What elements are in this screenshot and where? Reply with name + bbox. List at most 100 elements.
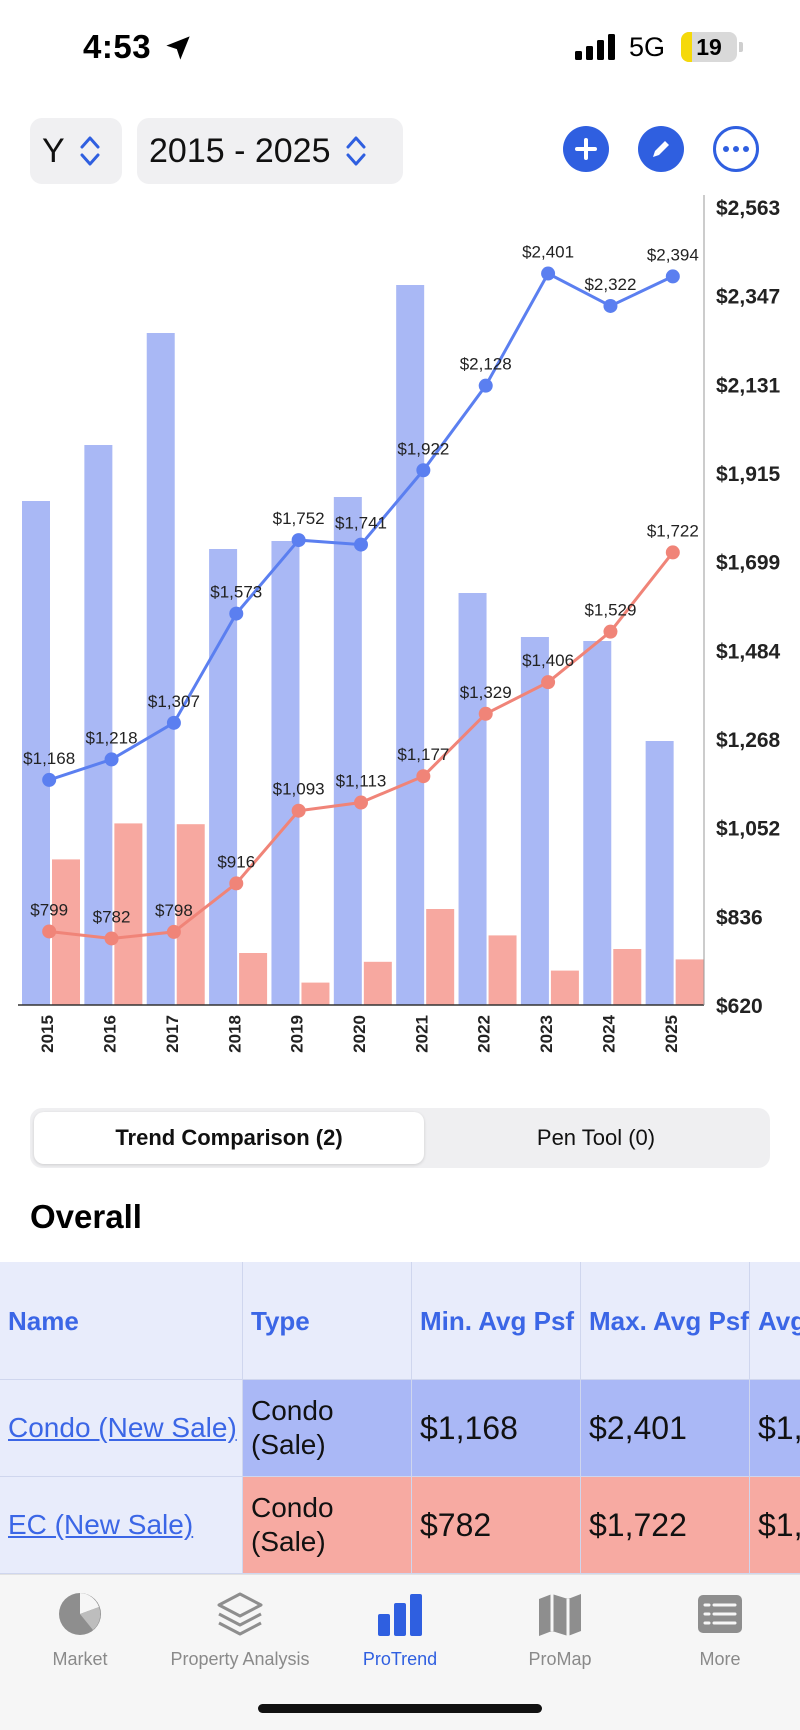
data-point (478, 378, 493, 393)
y-tick-label: $2,131 (716, 374, 781, 397)
volume-bar-condo (333, 497, 362, 1005)
list-icon (698, 1595, 742, 1633)
tab-market[interactable]: Market (0, 1589, 160, 1670)
period-value: Y (42, 131, 65, 170)
volume-bar-condo (146, 333, 175, 1005)
volume-bar-ec (488, 935, 517, 1005)
data-point (42, 924, 57, 939)
network-type: 5G (629, 32, 666, 62)
volume-bar-condo (583, 641, 612, 1005)
data-point (603, 624, 618, 639)
x-tick-label: 2022 (475, 1015, 494, 1053)
y-tick-label: $2,563 (716, 197, 780, 220)
data-label: $916 (217, 852, 255, 871)
trend-chart[interactable]: $620 $836 $1,052 $1,268 $1,484 $1,699 $1,915 $2… (0, 195, 800, 1075)
row-type: Condo (Sale) (243, 1380, 412, 1477)
tab-trend-comparison[interactable]: Trend Comparison (2) (34, 1112, 424, 1164)
row-type: Condo (Sale) (243, 1477, 412, 1574)
volume-bar-ec (363, 961, 392, 1005)
data-point (291, 533, 306, 548)
period-selector[interactable]: Y (30, 118, 122, 184)
data-label: $1,752 (273, 509, 325, 528)
data-point (416, 769, 431, 784)
y-tick-label: $1,484 (716, 640, 781, 663)
volume-bar-condo (645, 741, 674, 1005)
range-value: 2015 - 2025 (149, 131, 331, 170)
volume-bar-condo (271, 541, 300, 1005)
volume-bar-condo (520, 637, 549, 1005)
row-name-link[interactable]: EC (New Sale) (0, 1477, 243, 1574)
header-max-avg-psf[interactable]: Max. Avg Psf (581, 1262, 750, 1380)
edit-button[interactable] (638, 126, 684, 172)
data-point (229, 876, 244, 891)
x-tick-label: 2016 (101, 1015, 120, 1053)
data-label: $1,177 (397, 745, 449, 764)
map-icon (539, 1594, 581, 1636)
view-segmented-control: Trend Comparison (2) Pen Tool (0) (30, 1108, 770, 1168)
data-point (541, 675, 556, 690)
chevron-up-down-icon (346, 136, 365, 166)
ellipsis-icon (723, 146, 749, 152)
volume-bar-ec (176, 824, 205, 1005)
data-label: $1,307 (148, 692, 200, 711)
row-name-link[interactable]: Condo (New Sale) (0, 1380, 243, 1477)
data-point (229, 606, 244, 621)
data-label: $798 (155, 901, 193, 920)
data-point (354, 537, 368, 552)
table-row: Condo (New Sale) Condo (Sale) $1,168 $2,… (0, 1380, 800, 1477)
data-point (104, 931, 119, 946)
header-min-avg-psf[interactable]: Min. Avg Psf (412, 1262, 581, 1380)
row-avg: $1,0 (750, 1477, 800, 1574)
layers-icon (217, 1592, 263, 1636)
volume-bar-ec (675, 959, 704, 1005)
tab-protrend[interactable]: ProTrend (320, 1589, 480, 1670)
header-name[interactable]: Name (0, 1262, 243, 1380)
tab-pen-tool[interactable]: Pen Tool (0) (536, 1125, 656, 1150)
volume-bar-ec (426, 909, 455, 1005)
tab-more-label: More (699, 1649, 741, 1669)
add-button[interactable] (563, 126, 609, 172)
table-header-row: Name Type Min. Avg Psf Max. Avg Psf Avg (0, 1262, 800, 1380)
data-point (166, 924, 181, 939)
header-type[interactable]: Type (243, 1262, 412, 1380)
battery-level (681, 32, 692, 62)
data-label: $1,922 (397, 439, 449, 458)
data-point (104, 752, 119, 767)
x-tick-label: 2025 (662, 1015, 681, 1053)
data-point (354, 795, 368, 810)
data-label: $2,128 (460, 355, 512, 374)
volume-bar-ec (550, 970, 579, 1005)
data-label: $1,168 (23, 749, 75, 768)
volume-bar-ec (301, 982, 330, 1005)
tab-promap[interactable]: ProMap (480, 1589, 640, 1670)
tab-market-label: Market (52, 1649, 108, 1669)
location-arrow-icon (166, 36, 190, 60)
tab-more[interactable]: More (640, 1589, 800, 1670)
plus-icon (575, 138, 597, 160)
more-button[interactable] (713, 126, 759, 172)
trend-chart-svg: $620 $836 $1,052 $1,268 $1,484 $1,699 $1,915 $2… (18, 195, 781, 1053)
battery-icon: 19 (681, 32, 737, 62)
row-min: $1,168 (412, 1380, 581, 1477)
status-bar: 4:53 5G 19 (0, 0, 800, 100)
bar-chart-icon (378, 1594, 422, 1636)
data-label: $1,406 (522, 651, 574, 670)
data-label: $2,394 (647, 245, 699, 264)
volume-bar-ec (114, 823, 143, 1005)
x-tick-label: 2023 (537, 1015, 556, 1053)
data-point (665, 269, 680, 284)
data-point (291, 803, 306, 818)
data-label: $1,722 (647, 521, 699, 540)
range-selector[interactable]: 2015 - 2025 (137, 118, 403, 184)
data-point (416, 463, 431, 478)
battery-nub (739, 42, 743, 52)
y-tick-label: $1,268 (716, 729, 781, 752)
overall-table: Name Type Min. Avg Psf Max. Avg Psf Avg … (0, 1262, 800, 1574)
chart-toolbar: Y 2015 - 2025 (0, 118, 800, 188)
row-max: $1,722 (581, 1477, 750, 1574)
tab-property-analysis[interactable]: Property Analysis (160, 1589, 320, 1670)
data-point (166, 715, 181, 730)
header-avg[interactable]: Avg (750, 1262, 800, 1380)
data-label: $1,218 (86, 728, 138, 747)
data-label: $1,741 (335, 514, 387, 533)
